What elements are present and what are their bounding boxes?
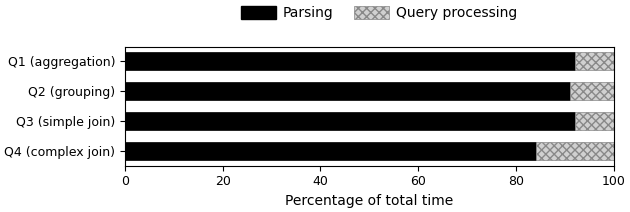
Bar — [570, 82, 614, 100]
Legend: Parsing, Query processing: Parsing, Query processing — [238, 4, 520, 23]
Bar — [536, 142, 614, 160]
X-axis label: Percentage of total time: Percentage of total time — [285, 194, 454, 208]
Bar — [575, 112, 614, 130]
Bar — [575, 52, 614, 70]
Bar — [125, 112, 575, 130]
Bar — [125, 52, 575, 70]
Bar — [125, 82, 570, 100]
Bar — [125, 142, 536, 160]
